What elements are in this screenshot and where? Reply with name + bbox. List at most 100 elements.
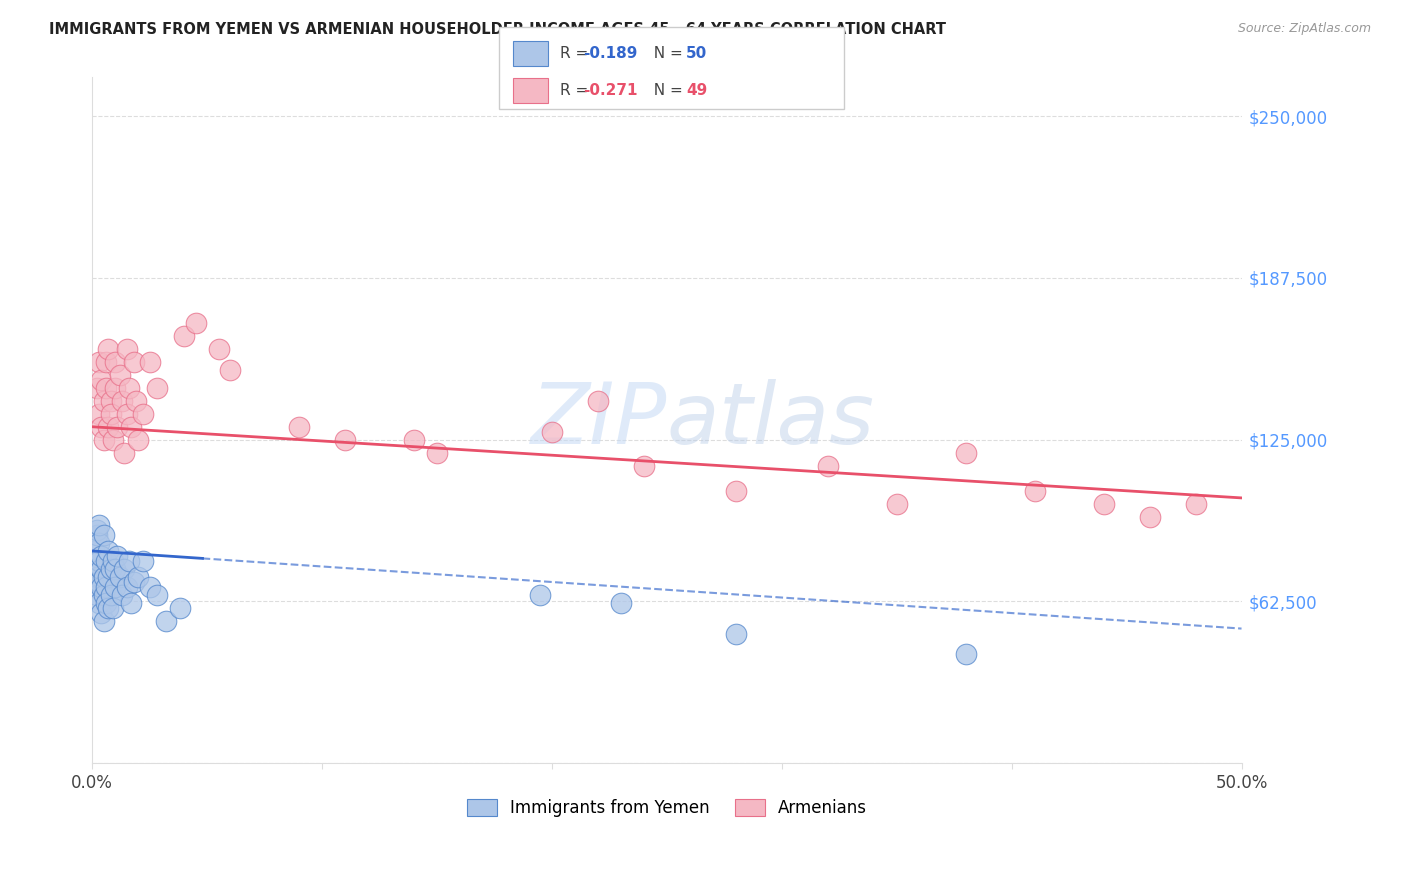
Point bbox=[333, 433, 356, 447]
Point bbox=[87, 596, 110, 610]
Point bbox=[104, 580, 127, 594]
Point bbox=[93, 570, 115, 584]
Point bbox=[426, 445, 449, 459]
Point bbox=[207, 342, 229, 356]
Text: atlas: atlas bbox=[666, 379, 875, 462]
Point bbox=[90, 549, 112, 563]
Point bbox=[118, 381, 141, 395]
Point bbox=[633, 458, 655, 473]
Point bbox=[219, 363, 242, 377]
Point bbox=[529, 588, 551, 602]
Point bbox=[100, 562, 122, 576]
Point bbox=[145, 588, 167, 602]
Point bbox=[93, 528, 115, 542]
Point bbox=[87, 554, 110, 568]
Point bbox=[115, 407, 138, 421]
Point bbox=[101, 433, 124, 447]
Point bbox=[112, 445, 135, 459]
Point bbox=[101, 600, 124, 615]
Point bbox=[104, 381, 127, 395]
Point bbox=[86, 381, 108, 395]
Point bbox=[402, 433, 425, 447]
Point bbox=[94, 381, 117, 395]
Point bbox=[97, 544, 120, 558]
Point bbox=[111, 393, 134, 408]
Point bbox=[100, 588, 122, 602]
Point bbox=[1139, 510, 1161, 524]
Point bbox=[93, 588, 115, 602]
Point bbox=[112, 562, 135, 576]
Point bbox=[86, 523, 108, 537]
Point bbox=[93, 433, 115, 447]
Point bbox=[87, 355, 110, 369]
Point bbox=[122, 355, 145, 369]
Point bbox=[115, 342, 138, 356]
Text: IMMIGRANTS FROM YEMEN VS ARMENIAN HOUSEHOLDER INCOME AGES 45 - 64 YEARS CORRELAT: IMMIGRANTS FROM YEMEN VS ARMENIAN HOUSEH… bbox=[49, 22, 946, 37]
Point bbox=[118, 554, 141, 568]
Point bbox=[83, 580, 105, 594]
Point bbox=[97, 600, 120, 615]
Text: Source: ZipAtlas.com: Source: ZipAtlas.com bbox=[1237, 22, 1371, 36]
Text: 50: 50 bbox=[686, 45, 707, 61]
Point bbox=[955, 445, 977, 459]
Point bbox=[122, 574, 145, 589]
Point bbox=[955, 648, 977, 662]
Point bbox=[586, 393, 609, 408]
Point bbox=[94, 596, 117, 610]
Point bbox=[1184, 497, 1206, 511]
Point bbox=[127, 570, 149, 584]
Point bbox=[101, 554, 124, 568]
Point bbox=[886, 497, 908, 511]
Point bbox=[83, 544, 105, 558]
Point bbox=[87, 574, 110, 589]
Text: N =: N = bbox=[644, 83, 688, 98]
Text: R =: R = bbox=[560, 83, 593, 98]
Text: R =: R = bbox=[560, 45, 593, 61]
Point bbox=[90, 373, 112, 387]
Point bbox=[87, 518, 110, 533]
Text: -0.271: -0.271 bbox=[583, 83, 638, 98]
Point bbox=[127, 433, 149, 447]
Point bbox=[93, 393, 115, 408]
Point bbox=[100, 393, 122, 408]
Point bbox=[1092, 497, 1115, 511]
Point bbox=[108, 368, 131, 382]
Text: 49: 49 bbox=[686, 83, 707, 98]
Point bbox=[125, 393, 148, 408]
Point bbox=[173, 329, 195, 343]
Text: ZIP: ZIP bbox=[530, 379, 666, 462]
Point bbox=[138, 580, 160, 594]
Point bbox=[132, 554, 155, 568]
Point bbox=[541, 425, 564, 439]
Point bbox=[724, 626, 747, 640]
Point bbox=[83, 562, 105, 576]
Legend: Immigrants from Yemen, Armenians: Immigrants from Yemen, Armenians bbox=[460, 792, 873, 823]
Point bbox=[90, 562, 112, 576]
Point bbox=[86, 588, 108, 602]
Point bbox=[86, 528, 108, 542]
Point bbox=[104, 355, 127, 369]
Point bbox=[155, 614, 177, 628]
Point bbox=[817, 458, 839, 473]
Point bbox=[94, 554, 117, 568]
Point bbox=[120, 596, 142, 610]
Point bbox=[288, 419, 311, 434]
Point bbox=[94, 580, 117, 594]
Point bbox=[184, 316, 207, 330]
Point bbox=[724, 484, 747, 499]
Point bbox=[115, 580, 138, 594]
Point bbox=[94, 355, 117, 369]
Point bbox=[132, 407, 155, 421]
Point bbox=[93, 614, 115, 628]
Point bbox=[104, 562, 127, 576]
Point bbox=[90, 606, 112, 620]
Text: -0.189: -0.189 bbox=[583, 45, 638, 61]
Point bbox=[138, 355, 160, 369]
Point bbox=[1024, 484, 1046, 499]
Point bbox=[90, 419, 112, 434]
Point bbox=[169, 600, 191, 615]
Point bbox=[90, 580, 112, 594]
Point bbox=[86, 570, 108, 584]
Point bbox=[108, 570, 131, 584]
Point bbox=[100, 407, 122, 421]
